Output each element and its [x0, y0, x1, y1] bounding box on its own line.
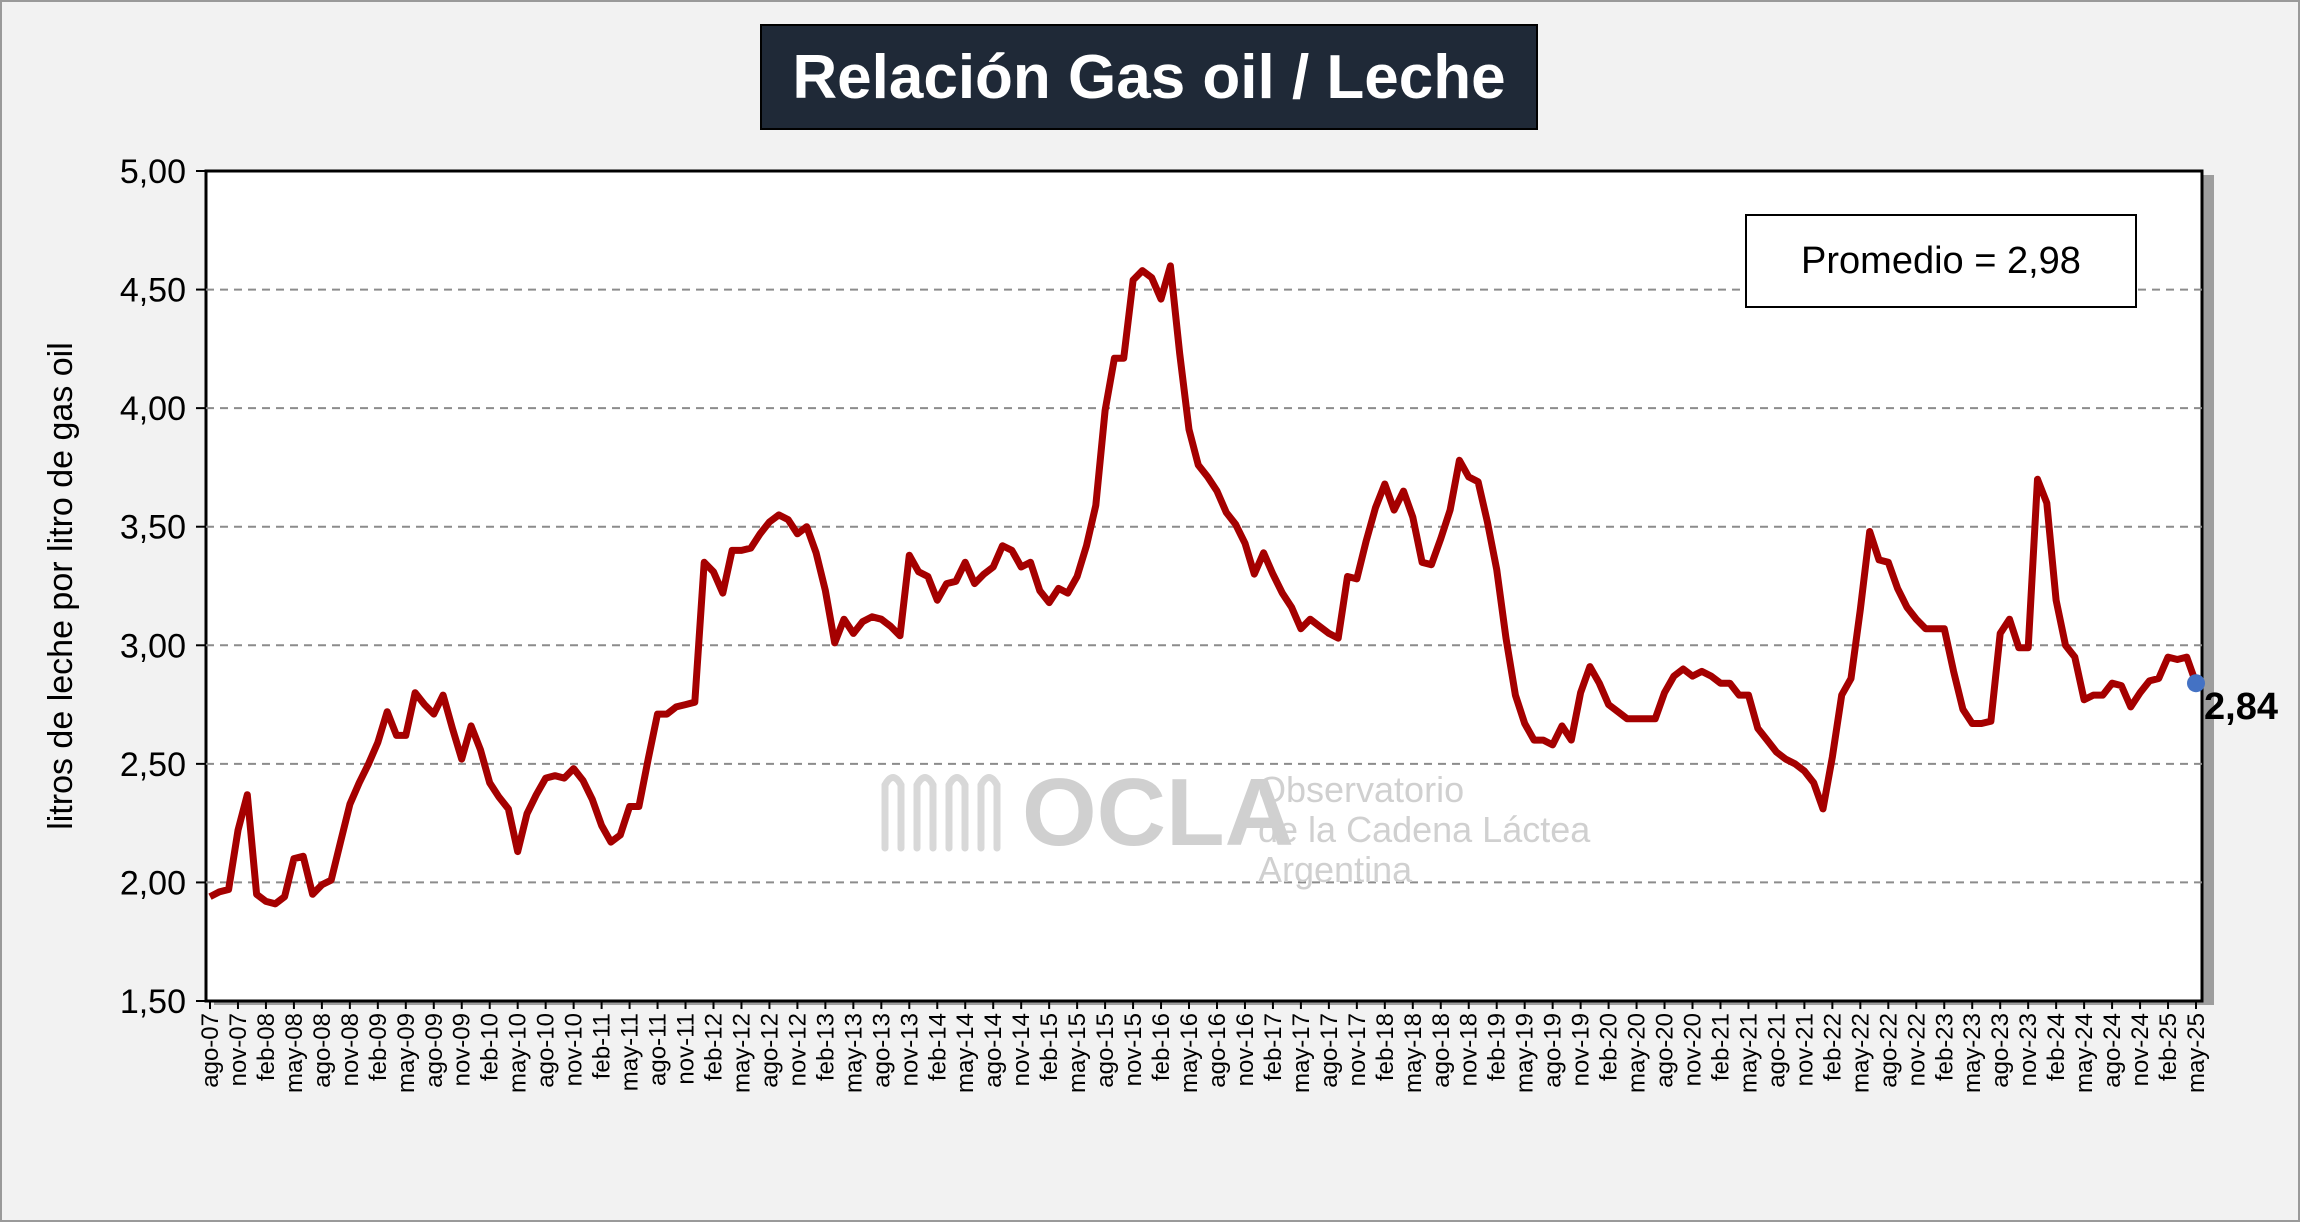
x-tick-label: nov-12 — [784, 1013, 811, 1086]
x-tick-label: may-17 — [1288, 1013, 1315, 1093]
x-tick-label: ago-19 — [1540, 1013, 1567, 1088]
x-tick-label: feb-17 — [1260, 1013, 1287, 1081]
x-tick-label: may-10 — [505, 1013, 532, 1093]
x-tick-label: nov-24 — [2127, 1013, 2154, 1086]
x-tick-label: feb-08 — [253, 1013, 280, 1081]
x-tick-label: nov-09 — [449, 1013, 476, 1086]
x-tick-label: feb-20 — [1596, 1013, 1623, 1081]
x-tick-label: ago-12 — [756, 1013, 783, 1088]
x-tick-label: may-13 — [840, 1013, 867, 1093]
x-tick-label: feb-15 — [1036, 1013, 1063, 1081]
x-tick-label: may-23 — [1959, 1013, 1986, 1093]
x-tick-label: may-25 — [2183, 1013, 2210, 1093]
x-tick-label: may-15 — [1064, 1013, 1091, 1093]
watermark-line3: Argentina — [1258, 849, 1413, 890]
x-tick-label: feb-22 — [1819, 1013, 1846, 1081]
average-annotation-box: Promedio = 2,98 — [1745, 214, 2137, 308]
watermark: OCLA Observatorio de la Cadena Láctea Ar… — [881, 759, 1591, 890]
x-tick-label: nov-08 — [337, 1013, 364, 1086]
last-point-marker — [2187, 674, 2205, 693]
y-tick-label: 3,00 — [120, 627, 186, 665]
x-tick-label: may-16 — [1176, 1013, 1203, 1093]
x-tick-label: ago-23 — [1987, 1013, 2014, 1088]
ocla-logo-icon — [881, 774, 1001, 852]
x-tick-label: feb-12 — [700, 1013, 727, 1081]
x-tick-label: may-19 — [1512, 1013, 1539, 1093]
x-tick-label: ago-10 — [533, 1013, 560, 1088]
x-tick-label: nov-14 — [1008, 1013, 1035, 1086]
x-tick-label: ago-15 — [1092, 1013, 1119, 1088]
average-annotation: Promedio = 2,98 — [1801, 239, 2081, 282]
y-tick-label: 1,50 — [120, 983, 186, 1021]
x-tick-label: nov-23 — [2015, 1013, 2042, 1086]
x-tick-label: nov-17 — [1344, 1013, 1371, 1086]
gridlines — [206, 288, 2202, 884]
y-axis-label: litros de leche por litro de gas oil — [42, 342, 80, 830]
x-tick-label: ago-14 — [980, 1013, 1007, 1088]
x-tick-label: nov-15 — [1120, 1013, 1147, 1086]
x-tick-label: nov-10 — [561, 1013, 588, 1086]
chart-title-box: Relación Gas oil / Leche — [760, 24, 1538, 130]
y-tick-label: 2,00 — [120, 864, 186, 902]
x-tick-label: may-21 — [1735, 1013, 1762, 1093]
watermark-logo-text: OCLA — [1022, 759, 1294, 866]
x-tick-label: feb-09 — [365, 1013, 392, 1081]
x-tick-label: ago-21 — [1763, 1013, 1790, 1088]
x-tick-label: ago-24 — [2099, 1013, 2126, 1088]
x-tick-label: feb-14 — [924, 1013, 951, 1081]
watermark-line1: Observatorio — [1258, 769, 1464, 810]
series-line — [208, 262, 2200, 908]
x-tick-label: nov-22 — [1903, 1013, 1930, 1086]
x-tick-label: ago-08 — [309, 1013, 336, 1088]
x-tick-label: ago-09 — [421, 1013, 448, 1088]
y-tick-label: 3,50 — [120, 509, 186, 547]
x-tick-label: feb-10 — [477, 1013, 504, 1081]
x-tick-label: feb-21 — [1707, 1013, 1734, 1081]
x-tick-label: may-18 — [1400, 1013, 1427, 1093]
x-tick-label: nov-20 — [1680, 1013, 1707, 1086]
x-tick-label: may-24 — [2071, 1013, 2098, 1093]
x-tick-label: feb-24 — [2043, 1013, 2070, 1081]
x-tick-label: nov-07 — [225, 1013, 252, 1086]
y-tick-label: 5,00 — [120, 153, 186, 191]
x-tick-label: ago-07 — [197, 1013, 224, 1088]
x-tick-label: ago-20 — [1652, 1013, 1679, 1088]
x-tick-label: may-12 — [728, 1013, 755, 1093]
x-tick-label: feb-19 — [1484, 1013, 1511, 1081]
x-tick-label: ago-11 — [645, 1013, 672, 1086]
chart-title: Relación Gas oil / Leche — [792, 42, 1506, 112]
y-axis-ticks: 1,50 2,00 2,50 3,00 3,50 4,00 4,50 5,00 — [120, 153, 206, 1021]
x-tick-label: ago-17 — [1316, 1013, 1343, 1088]
x-tick-label: nov-21 — [1791, 1013, 1818, 1086]
x-tick-label: nov-19 — [1568, 1013, 1595, 1086]
watermark-line2: de la Cadena Láctea — [1258, 809, 1591, 850]
y-tick-label: 4,50 — [120, 272, 186, 310]
x-tick-label: feb-25 — [2155, 1013, 2182, 1081]
plot-area — [204, 169, 2204, 1003]
x-tick-label: nov-16 — [1232, 1013, 1259, 1086]
x-tick-label: may-14 — [952, 1013, 979, 1093]
y-tick-label: 4,00 — [120, 390, 186, 428]
x-tick-label: feb-23 — [1931, 1013, 1958, 1081]
x-tick-label: feb-13 — [812, 1013, 839, 1081]
x-tick-label: may-22 — [1847, 1013, 1874, 1093]
x-tick-label: may-08 — [281, 1013, 308, 1093]
x-tick-label: may-09 — [393, 1013, 420, 1093]
x-axis-ticks: ago-07 nov-07 feb-08 may-08 ago-08 nov-08 feb-… — [197, 1001, 2210, 1093]
x-tick-label: nov-13 — [896, 1013, 923, 1086]
x-tick-label: nov-11 — [673, 1013, 700, 1085]
x-tick-label: feb-16 — [1148, 1013, 1175, 1081]
x-tick-label: ago-13 — [868, 1013, 895, 1088]
x-tick-label: ago-16 — [1204, 1013, 1231, 1088]
x-tick-label: may-11 — [617, 1013, 644, 1091]
y-tick-label: 2,50 — [120, 746, 186, 784]
x-tick-label: ago-18 — [1428, 1013, 1455, 1088]
x-tick-label: feb-11 — [589, 1013, 616, 1079]
x-tick-label: ago-22 — [1875, 1013, 1902, 1088]
x-tick-label: may-20 — [1624, 1013, 1651, 1093]
last-value-label: 2,84 — [2204, 686, 2278, 728]
x-tick-label: feb-18 — [1372, 1013, 1399, 1081]
x-tick-label: nov-18 — [1456, 1013, 1483, 1086]
